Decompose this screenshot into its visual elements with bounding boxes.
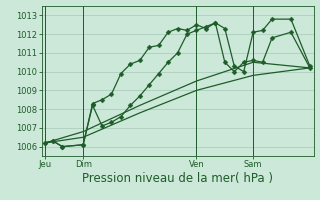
X-axis label: Pression niveau de la mer( hPa ): Pression niveau de la mer( hPa ): [82, 172, 273, 185]
